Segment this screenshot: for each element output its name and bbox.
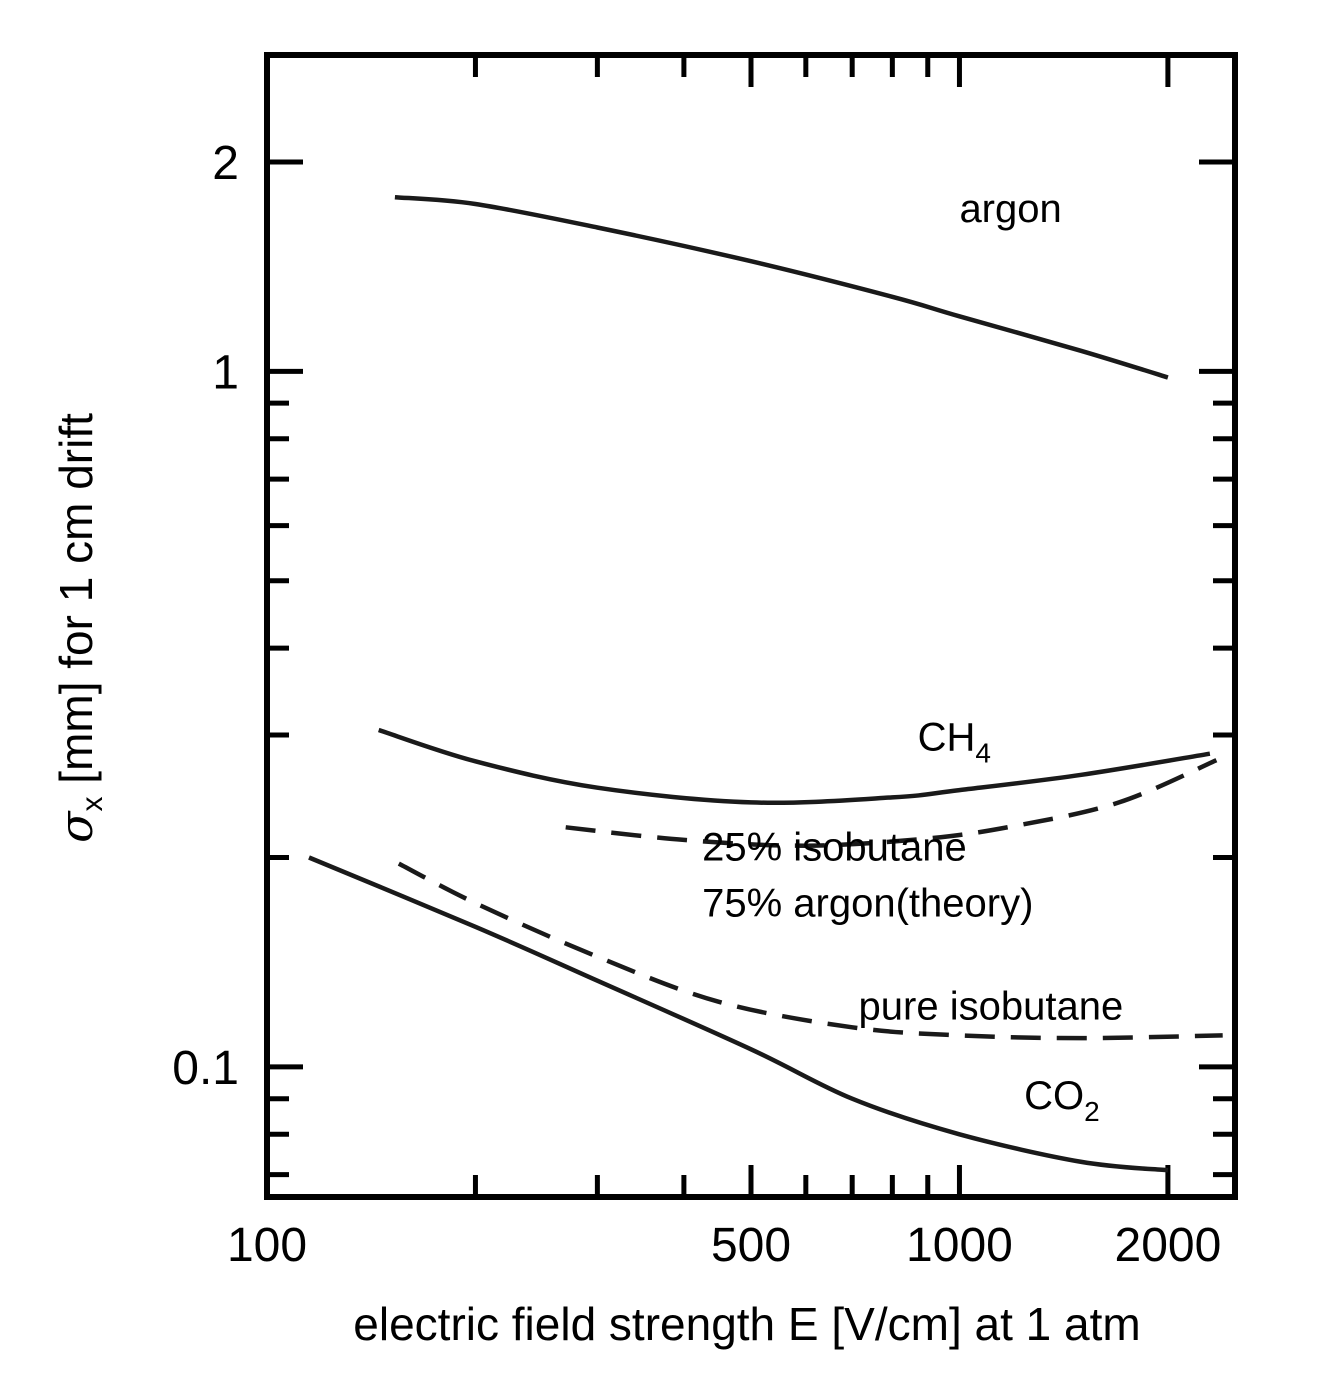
series-label-25-isobutane-75-argon-theory: 25% isobutane bbox=[702, 826, 967, 870]
y-tick-label: 0.1 bbox=[172, 1042, 239, 1095]
series-label-co2: CO2 bbox=[1024, 1074, 1100, 1127]
series-label-subscript: 2 bbox=[1084, 1096, 1100, 1127]
series-label-text: argon bbox=[959, 187, 1061, 231]
x-tick-label: 500 bbox=[711, 1219, 791, 1272]
x-axis-title: electric field strength E [V/cm] at 1 at… bbox=[353, 1298, 1140, 1350]
y-axis-title: σx [mm] for 1 cm drift bbox=[49, 413, 109, 843]
series-lines bbox=[308, 194, 1223, 1173]
series-label-subscript: 4 bbox=[975, 738, 991, 769]
series-label-argon: argon bbox=[959, 187, 1061, 231]
series-label-text: CO bbox=[1024, 1074, 1084, 1118]
y-tick-label: 2 bbox=[212, 137, 239, 190]
x-tick-label: 100 bbox=[227, 1219, 307, 1272]
y-axis-title-text: [mm] for 1 cm drift bbox=[50, 413, 102, 797]
series-line-25-isobutane-75-argon-theory bbox=[565, 758, 1218, 848]
series-label-25-isobutane-75-argon-theory: 75% argon(theory) bbox=[702, 882, 1033, 926]
series-line-pure-isobutane bbox=[397, 861, 1223, 1041]
series-label-text: pure isobutane bbox=[859, 984, 1124, 1028]
y-tick-label: 1 bbox=[212, 346, 239, 399]
series-label-ch4: CH4 bbox=[918, 716, 991, 769]
series-line-co2 bbox=[308, 855, 1169, 1173]
axis-ticks bbox=[267, 55, 1235, 1197]
series-line-argon bbox=[394, 194, 1169, 380]
y-axis-title-symbol: σ bbox=[49, 810, 103, 843]
series-label-text: CH bbox=[918, 716, 976, 760]
series-labels: argon CH4 25% isobutane 75% argon(theory) pu… bbox=[702, 187, 1123, 1127]
y-axis-title-subscript: x bbox=[76, 796, 109, 811]
x-tick-label: 1000 bbox=[906, 1219, 1013, 1272]
series-line-ch4 bbox=[378, 727, 1211, 806]
x-tick-label: 2000 bbox=[1115, 1219, 1222, 1272]
series-label-pure-isobutane: pure isobutane bbox=[859, 984, 1124, 1028]
tick-labels: 100 500 1000 2000 0.1 1 2 bbox=[172, 137, 1221, 1272]
